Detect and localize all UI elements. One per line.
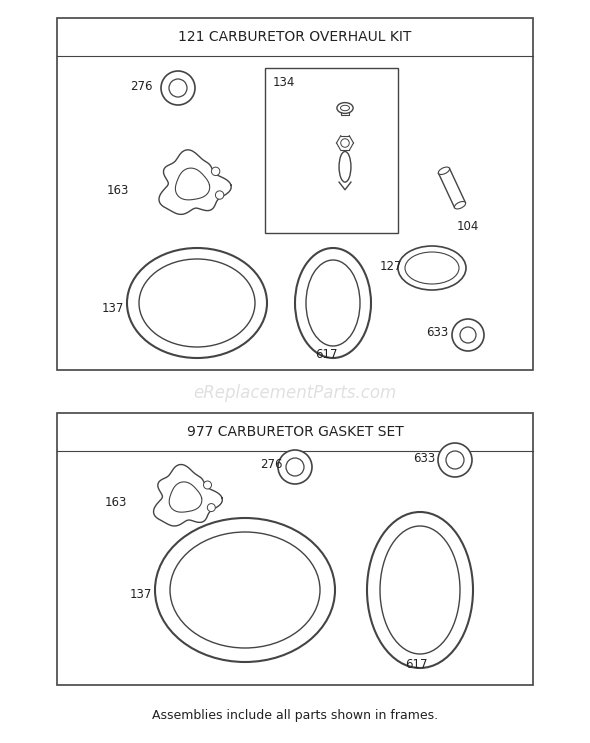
Text: 163: 163 [107, 184, 129, 196]
Text: 104: 104 [457, 219, 479, 233]
Ellipse shape [340, 106, 349, 111]
Ellipse shape [452, 319, 484, 351]
Bar [265, 68, 398, 233]
Text: 977 CARBURETOR GASKET SET: 977 CARBURETOR GASKET SET [186, 425, 404, 439]
Text: 276: 276 [260, 458, 283, 472]
Ellipse shape [438, 167, 450, 175]
Ellipse shape [341, 139, 349, 147]
Text: 127: 127 [380, 259, 402, 273]
Ellipse shape [398, 246, 466, 290]
Text: 134: 134 [273, 76, 296, 88]
Ellipse shape [306, 260, 360, 346]
Ellipse shape [295, 248, 371, 358]
Ellipse shape [211, 167, 220, 175]
Ellipse shape [337, 103, 353, 114]
Text: 163: 163 [105, 496, 127, 510]
Ellipse shape [139, 259, 255, 347]
Text: 137: 137 [102, 302, 124, 314]
Ellipse shape [215, 191, 224, 199]
Text: eReplacementParts.com: eReplacementParts.com [194, 384, 396, 402]
Ellipse shape [339, 152, 351, 182]
Text: Assemblies include all parts shown in frames.: Assemblies include all parts shown in fr… [152, 709, 438, 721]
Ellipse shape [460, 327, 476, 343]
Ellipse shape [127, 248, 267, 358]
Text: 633: 633 [413, 452, 435, 464]
Ellipse shape [155, 518, 335, 662]
Ellipse shape [170, 532, 320, 648]
Ellipse shape [367, 512, 473, 668]
Text: 617: 617 [315, 348, 337, 362]
Bar [57, 413, 533, 685]
Ellipse shape [438, 443, 472, 477]
Ellipse shape [278, 450, 312, 484]
Text: 137: 137 [130, 588, 152, 602]
Ellipse shape [454, 201, 466, 209]
Ellipse shape [207, 504, 215, 512]
Text: 121 CARBURETOR OVERHAUL KIT: 121 CARBURETOR OVERHAUL KIT [178, 30, 412, 44]
Bar [57, 18, 533, 370]
Text: 633: 633 [426, 326, 448, 340]
Text: 276: 276 [130, 80, 152, 92]
Ellipse shape [446, 451, 464, 469]
Ellipse shape [380, 526, 460, 654]
Text: 617: 617 [405, 658, 428, 672]
Ellipse shape [405, 252, 459, 284]
Ellipse shape [169, 79, 187, 97]
Ellipse shape [161, 71, 195, 105]
Ellipse shape [204, 481, 212, 489]
Ellipse shape [286, 458, 304, 476]
